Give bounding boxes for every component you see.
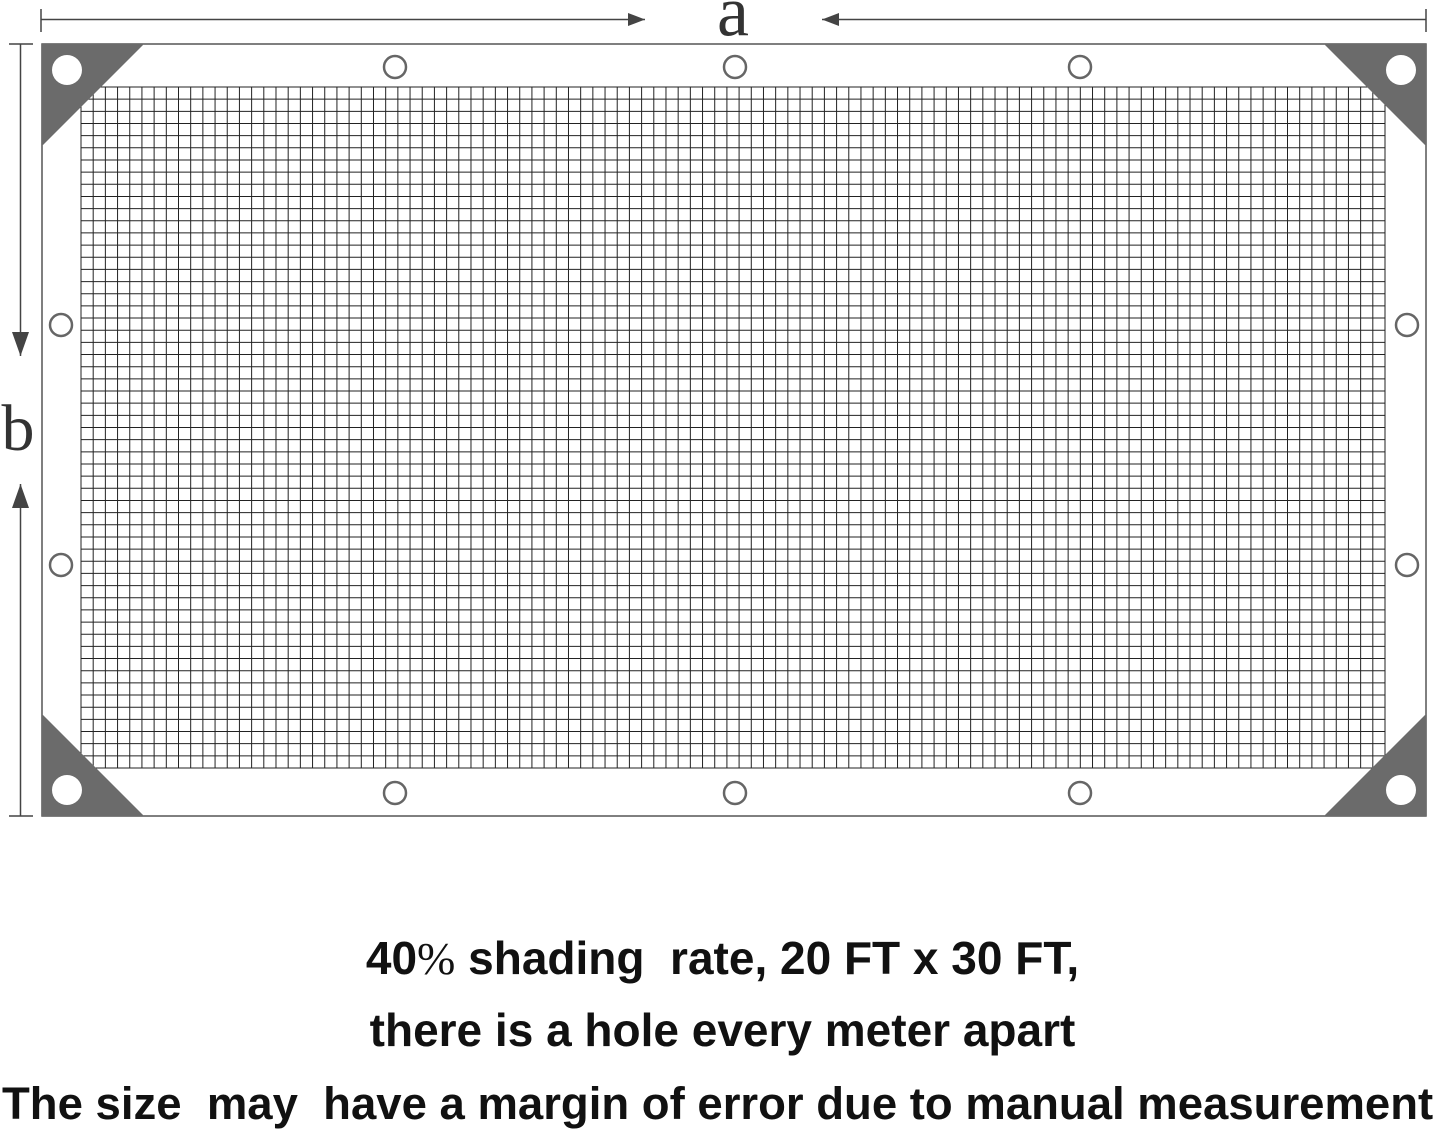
svg-text:b: b xyxy=(2,392,35,465)
svg-text:a: a xyxy=(717,0,749,52)
